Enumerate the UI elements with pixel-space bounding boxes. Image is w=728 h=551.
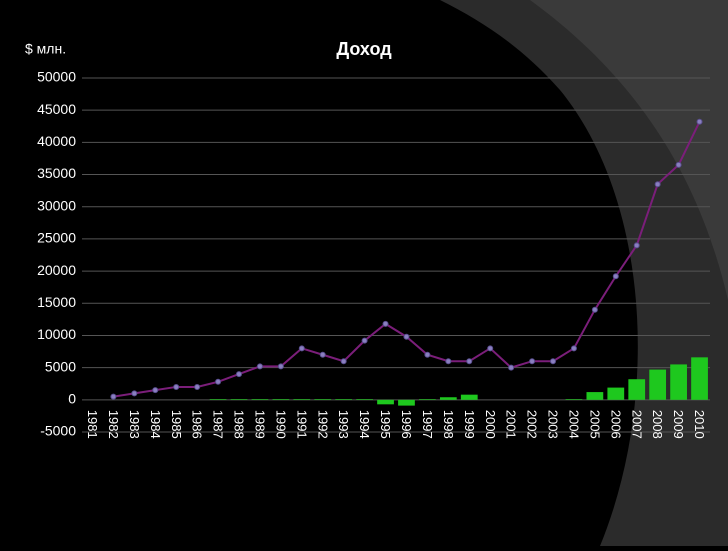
line-point [445, 358, 452, 365]
line-point [361, 337, 368, 344]
decor-shape [440, 0, 728, 546]
line-point [508, 364, 515, 371]
x-tick-label: 1997 [420, 410, 435, 439]
bar [649, 369, 667, 400]
line-point [340, 358, 347, 365]
x-tick-label: 1989 [252, 410, 267, 439]
bar [251, 399, 269, 400]
bar [335, 399, 353, 400]
x-tick-label: 1991 [294, 410, 309, 439]
line-point [152, 387, 159, 394]
x-tick-label: 2009 [671, 410, 686, 439]
bar [419, 399, 436, 400]
y-tick-label: 45000 [37, 101, 76, 117]
line-point [529, 358, 536, 365]
line-point [173, 383, 180, 390]
x-tick-label: 1987 [211, 410, 226, 439]
y-tick-label: 20000 [37, 262, 76, 278]
bar [439, 397, 457, 400]
bar [314, 399, 332, 400]
x-tick-label: 1995 [378, 410, 393, 439]
bar [670, 364, 687, 400]
y-tick-label: 30000 [37, 197, 76, 213]
x-tick-label: 1993 [336, 410, 351, 439]
x-tick-label: 2003 [546, 410, 561, 439]
x-tick-label: 1983 [127, 410, 142, 439]
x-tick-label: 1996 [399, 410, 414, 439]
bar [586, 392, 604, 400]
y-axis-label: $ млн. [25, 41, 66, 57]
line-point [424, 351, 431, 358]
y-tick-label: 40000 [37, 133, 76, 149]
x-tick-label: 1982 [106, 410, 121, 439]
x-tick-label: 1984 [148, 410, 163, 439]
x-tick-label: 2004 [566, 410, 581, 439]
bar [293, 399, 311, 400]
line-point [654, 181, 661, 188]
line-point [487, 345, 494, 352]
bar [607, 387, 625, 400]
x-tick-label: 1999 [462, 410, 477, 439]
x-tick-label: 1990 [273, 410, 288, 439]
bar [565, 399, 583, 400]
x-tick-label: 2002 [525, 410, 540, 439]
x-tick-label: 1988 [232, 410, 247, 439]
line-point [550, 358, 556, 365]
bar [691, 357, 708, 400]
x-tick-label: 2005 [587, 410, 602, 439]
line-point [403, 333, 410, 340]
line-point [319, 351, 326, 358]
line-point [570, 345, 577, 352]
line-point [382, 320, 389, 327]
line-point [591, 306, 598, 313]
line-point [131, 390, 138, 397]
x-tick-label: 2006 [608, 410, 623, 439]
x-tick-label: 1994 [357, 410, 372, 439]
x-tick-label: 2000 [483, 410, 498, 439]
line-point [277, 363, 284, 370]
line-point [633, 242, 640, 249]
x-tick-label: 2010 [692, 410, 707, 439]
y-tick-label: 15000 [37, 294, 76, 310]
x-tick-label: 2001 [504, 410, 519, 439]
x-tick-label: 1985 [169, 410, 184, 439]
bar [628, 379, 646, 400]
bar [460, 394, 478, 400]
line-point [612, 273, 619, 280]
x-tick-label: 1986 [190, 410, 205, 439]
y-tick-label: 0 [68, 391, 76, 407]
bar [272, 399, 290, 400]
x-tick-label: 1981 [85, 410, 100, 439]
line-point [466, 358, 473, 365]
line-point [675, 161, 682, 168]
y-tick-label: 35000 [37, 165, 76, 181]
line-point [215, 378, 222, 385]
bar [398, 399, 415, 406]
x-tick-label: 1998 [441, 410, 456, 439]
line-point [696, 118, 703, 125]
line-point [298, 345, 305, 352]
line-point [194, 383, 201, 390]
line-point [256, 363, 263, 370]
x-tick-label: 1992 [315, 410, 330, 439]
bar [209, 399, 227, 400]
line-point [236, 371, 242, 378]
y-tick-label: 5000 [45, 358, 76, 374]
x-tick-label: 2008 [650, 410, 665, 439]
chart-title: Доход [336, 39, 392, 59]
y-tick-label: 25000 [37, 230, 76, 246]
bar [230, 399, 248, 400]
y-tick-label: -5000 [40, 423, 76, 439]
bar [356, 399, 373, 400]
decor-shape [530, 0, 728, 300]
y-tick-label: 10000 [37, 326, 76, 342]
y-tick-label: 50000 [37, 69, 76, 85]
bar [377, 399, 394, 405]
line-point [110, 393, 117, 400]
x-tick-label: 2007 [629, 410, 644, 439]
